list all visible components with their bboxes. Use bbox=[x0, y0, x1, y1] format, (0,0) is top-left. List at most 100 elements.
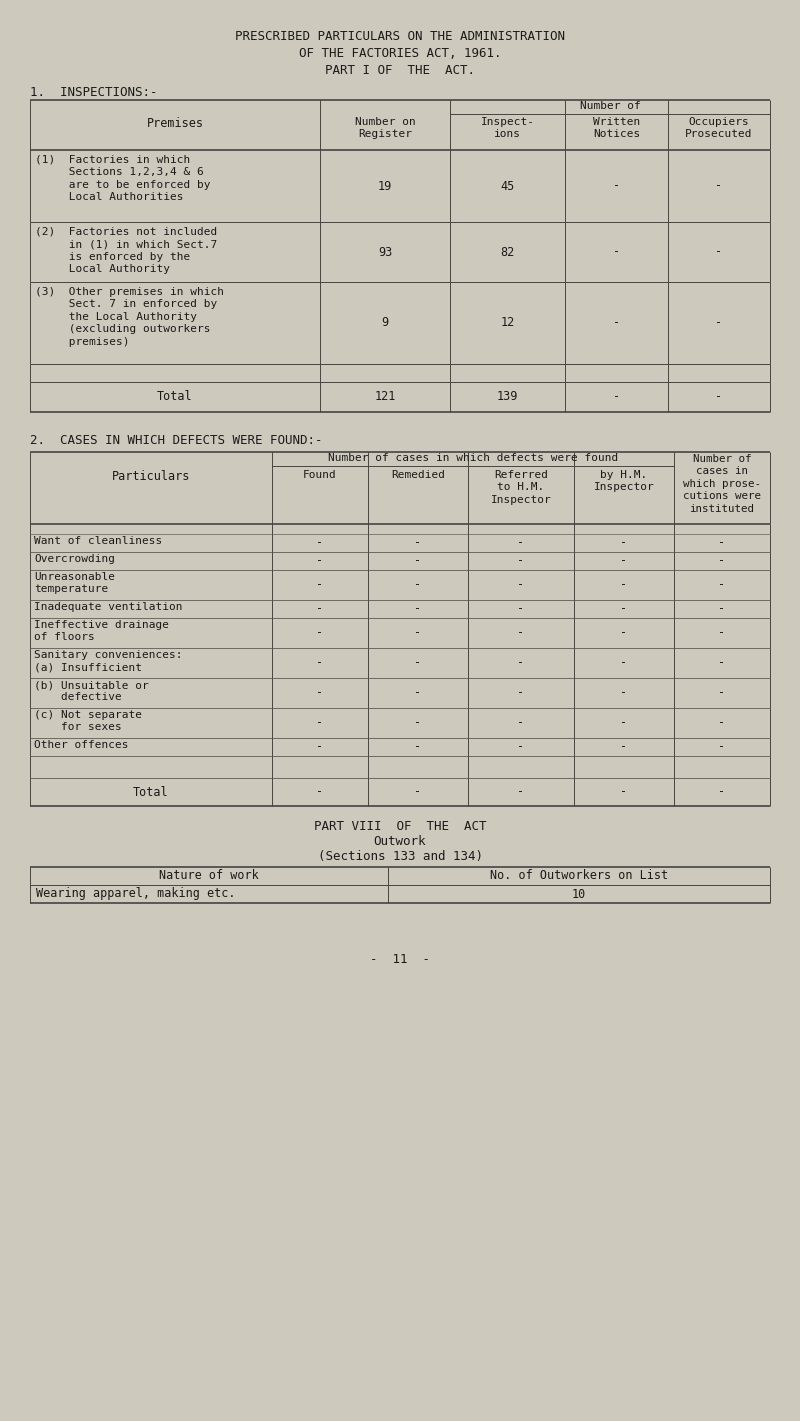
Text: 139: 139 bbox=[497, 391, 518, 404]
Text: -: - bbox=[414, 657, 422, 669]
Text: -: - bbox=[718, 627, 726, 639]
Text: -: - bbox=[613, 391, 620, 404]
Text: (Sections 133 and 134): (Sections 133 and 134) bbox=[318, 850, 482, 863]
Text: -: - bbox=[715, 246, 722, 259]
Text: -: - bbox=[414, 740, 422, 753]
Text: -: - bbox=[414, 686, 422, 699]
Text: -: - bbox=[621, 657, 627, 669]
Text: -: - bbox=[317, 554, 323, 567]
Text: -: - bbox=[317, 657, 323, 669]
Text: -: - bbox=[414, 786, 422, 799]
Text: 93: 93 bbox=[378, 246, 392, 259]
Text: Unreasonable
temperature: Unreasonable temperature bbox=[34, 573, 115, 594]
Text: -: - bbox=[621, 716, 627, 729]
Text: -: - bbox=[317, 786, 323, 799]
Text: 45: 45 bbox=[500, 179, 514, 192]
Text: -: - bbox=[613, 246, 620, 259]
Text: -: - bbox=[317, 740, 323, 753]
Text: No. of Outworkers on List: No. of Outworkers on List bbox=[490, 870, 668, 882]
Text: -: - bbox=[518, 686, 525, 699]
Text: -: - bbox=[621, 740, 627, 753]
Text: -: - bbox=[621, 554, 627, 567]
Text: Referred
to H.M.
Inspector: Referred to H.M. Inspector bbox=[490, 470, 551, 504]
Text: Number of
cases in
which prose-
cutions were
instituted: Number of cases in which prose- cutions … bbox=[683, 453, 761, 513]
Text: Total: Total bbox=[133, 786, 169, 799]
Text: 121: 121 bbox=[374, 391, 396, 404]
Text: 12: 12 bbox=[500, 317, 514, 330]
Text: PART I OF  THE  ACT.: PART I OF THE ACT. bbox=[325, 64, 475, 77]
Text: -: - bbox=[518, 554, 525, 567]
Text: 10: 10 bbox=[572, 888, 586, 901]
Text: 2.  CASES IN WHICH DEFECTS WERE FOUND:-: 2. CASES IN WHICH DEFECTS WERE FOUND:- bbox=[30, 433, 322, 448]
Text: -: - bbox=[715, 391, 722, 404]
Text: -: - bbox=[518, 578, 525, 591]
Text: -: - bbox=[621, 578, 627, 591]
Text: Occupiers
Prosecuted: Occupiers Prosecuted bbox=[686, 117, 753, 139]
Text: 9: 9 bbox=[382, 317, 389, 330]
Text: -: - bbox=[414, 578, 422, 591]
Text: -: - bbox=[317, 578, 323, 591]
Text: Nature of work: Nature of work bbox=[159, 870, 259, 882]
Text: -: - bbox=[621, 603, 627, 615]
Text: Particulars: Particulars bbox=[112, 470, 190, 483]
Text: (c) Not separate
    for sexes: (c) Not separate for sexes bbox=[34, 710, 142, 732]
Text: (2)  Factories not included
     in (1) in which Sect.7
     is enforced by the
: (2) Factories not included in (1) in whi… bbox=[35, 227, 218, 274]
Text: Ineffective drainage
of floors: Ineffective drainage of floors bbox=[34, 620, 169, 642]
Text: Premises: Premises bbox=[146, 117, 203, 129]
Text: -: - bbox=[518, 627, 525, 639]
Text: -: - bbox=[718, 786, 726, 799]
Text: -: - bbox=[718, 686, 726, 699]
Text: -: - bbox=[414, 537, 422, 550]
Text: -: - bbox=[518, 603, 525, 615]
Text: -: - bbox=[718, 657, 726, 669]
Text: -: - bbox=[414, 554, 422, 567]
Text: -: - bbox=[518, 537, 525, 550]
Text: -: - bbox=[317, 603, 323, 615]
Text: -: - bbox=[621, 786, 627, 799]
Text: Remedied: Remedied bbox=[391, 470, 445, 480]
Text: (3)  Other premises in which
     Sect. 7 in enforced by
     the Local Authorit: (3) Other premises in which Sect. 7 in e… bbox=[35, 287, 224, 347]
Text: Written
Notices: Written Notices bbox=[593, 117, 640, 139]
Text: (b) Unsuitable or
    defective: (b) Unsuitable or defective bbox=[34, 681, 149, 702]
Text: PART VIII  OF  THE  ACT: PART VIII OF THE ACT bbox=[314, 820, 486, 833]
Text: Number on
Register: Number on Register bbox=[354, 117, 415, 139]
Text: Outwork: Outwork bbox=[374, 836, 426, 848]
Text: (1)  Factories in which
     Sections 1,2,3,4 & 6
     are to be enforced by
   : (1) Factories in which Sections 1,2,3,4 … bbox=[35, 155, 210, 202]
Text: -: - bbox=[613, 317, 620, 330]
Text: Inadequate ventilation: Inadequate ventilation bbox=[34, 603, 182, 612]
Text: -: - bbox=[718, 716, 726, 729]
Text: Other offences: Other offences bbox=[34, 740, 129, 750]
Text: -: - bbox=[317, 716, 323, 729]
Text: OF THE FACTORIES ACT, 1961.: OF THE FACTORIES ACT, 1961. bbox=[298, 47, 502, 60]
Text: 1.  INSPECTIONS:-: 1. INSPECTIONS:- bbox=[30, 87, 158, 99]
Text: -  11  -: - 11 - bbox=[370, 953, 430, 966]
Text: -: - bbox=[518, 657, 525, 669]
Text: -: - bbox=[317, 537, 323, 550]
Text: -: - bbox=[613, 179, 620, 192]
Text: Sanitary conveniences:
(a) Insufficient: Sanitary conveniences: (a) Insufficient bbox=[34, 649, 182, 672]
Text: -: - bbox=[414, 603, 422, 615]
Text: -: - bbox=[317, 627, 323, 639]
Text: Inspect-
ions: Inspect- ions bbox=[481, 117, 534, 139]
Text: -: - bbox=[518, 716, 525, 729]
Text: -: - bbox=[621, 627, 627, 639]
Text: -: - bbox=[718, 578, 726, 591]
Text: -: - bbox=[715, 179, 722, 192]
Text: -: - bbox=[715, 317, 722, 330]
Text: -: - bbox=[317, 686, 323, 699]
Text: -: - bbox=[414, 716, 422, 729]
Text: Total: Total bbox=[157, 391, 193, 404]
Text: Overcrowding: Overcrowding bbox=[34, 554, 115, 564]
Text: -: - bbox=[718, 537, 726, 550]
Text: Number of cases in which defects were found: Number of cases in which defects were fo… bbox=[328, 453, 618, 463]
Text: Wearing apparel, making etc.: Wearing apparel, making etc. bbox=[36, 887, 235, 899]
Text: Found: Found bbox=[303, 470, 337, 480]
Text: -: - bbox=[718, 603, 726, 615]
Text: -: - bbox=[518, 786, 525, 799]
Text: by H.M.
Inspector: by H.M. Inspector bbox=[594, 470, 654, 493]
Text: -: - bbox=[621, 537, 627, 550]
Text: -: - bbox=[718, 740, 726, 753]
Text: 82: 82 bbox=[500, 246, 514, 259]
Text: -: - bbox=[518, 740, 525, 753]
Text: -: - bbox=[621, 686, 627, 699]
